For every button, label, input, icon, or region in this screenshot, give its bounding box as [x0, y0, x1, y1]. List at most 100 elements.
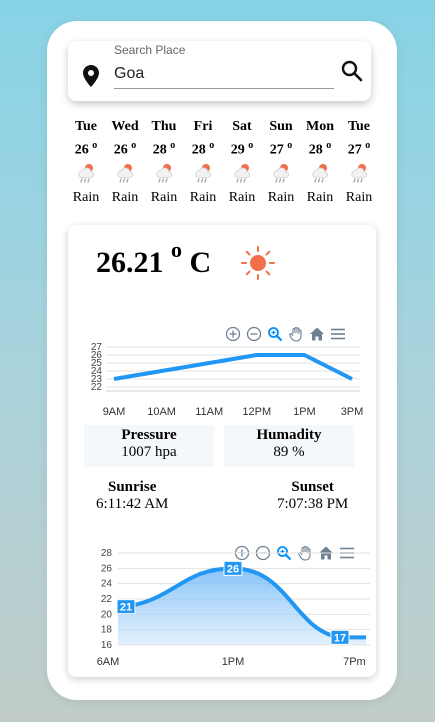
daily-temperature-chart: 16 18 20 22 24 26 28 21 26 17 6AM 1PM 7Pm	[97, 548, 370, 668]
forecast-day: Sun 27 o Rain	[261, 117, 301, 207]
reset-home-icon[interactable]	[308, 325, 326, 343]
data-label: 17	[334, 632, 346, 644]
forecast-day-desc: Rain	[189, 190, 217, 205]
x-tick-label: 11AM	[195, 406, 223, 418]
data-label: 21	[120, 602, 132, 614]
forecast-day-desc: Rain	[72, 190, 100, 205]
forecast-day-desc: Rain	[150, 190, 178, 205]
forecast-day-temp: 28 o	[152, 140, 176, 158]
forecast-day-desc: Rain	[345, 190, 373, 205]
forecast-day-name: Thu	[151, 119, 177, 134]
forecast-day-name: Sat	[232, 119, 252, 134]
forecast-day-desc: Rain	[267, 190, 295, 205]
forecast-day: Fri 28 o Rain	[183, 117, 223, 207]
forecast-day: Mon 28 o Rain	[300, 117, 340, 207]
search-input[interactable]	[114, 59, 334, 89]
forecast-day: Tue 27 o Rain	[339, 117, 379, 207]
zoom-out-icon[interactable]	[245, 325, 263, 343]
forecast-day-temp: 27 o	[347, 140, 371, 158]
sunset-value: 7:07:38 PM	[277, 496, 349, 512]
sunset-label: Sunset	[291, 479, 334, 495]
forecast-day-desc: Rain	[306, 190, 334, 205]
y-tick-label: 26	[101, 563, 113, 574]
pressure-value: 1007 hpa	[121, 444, 177, 460]
current-weather-card: 26.21 o C 22 23 24 25 26 27 9AM 10AM 11AM 12PM 1PM…	[68, 225, 376, 677]
rain-cloud-icon	[66, 155, 106, 189]
data-label-box	[330, 629, 350, 645]
forecast-day-temp: 26 o	[74, 140, 98, 158]
rain-cloud-icon	[300, 155, 340, 189]
weekly-forecast: Tue 26 o Rain Wed 26 o Rain Thu 28 o Rain Fri 28 o…	[67, 117, 381, 207]
rain-cloud-icon	[339, 155, 379, 189]
forecast-day-name: Tue	[74, 119, 98, 134]
pan-hand-icon[interactable]	[287, 325, 305, 343]
humidity-box: Humadity 89 %	[224, 425, 354, 467]
pressure-box: Pressure 1007 hpa	[84, 425, 214, 467]
search-icon[interactable]	[340, 59, 364, 83]
y-tick-label: 16	[101, 640, 113, 651]
forecast-day-temp: 27 o	[269, 140, 293, 158]
forecast-day-name: Fri	[193, 119, 213, 134]
sunrise-value: 6:11:42 AM	[96, 496, 169, 512]
y-tick-label: 28	[101, 548, 113, 559]
selection-zoom-icon[interactable]	[275, 544, 293, 562]
forecast-day: Sat 29 o Rain	[222, 117, 262, 207]
rain-cloud-icon	[261, 155, 301, 189]
forecast-day-desc: Rain	[111, 190, 139, 205]
series-area	[118, 568, 366, 645]
forecast-day-name: Sun	[269, 119, 293, 134]
series-line	[113, 353, 353, 381]
zoom-in-icon[interactable]	[224, 325, 242, 343]
forecast-day-temp: 26 o	[113, 140, 137, 158]
sunrise-label: Sunrise	[108, 479, 157, 495]
selection-zoom-icon[interactable]	[266, 325, 284, 343]
data-label-box	[116, 599, 136, 615]
y-tick-label: 18	[101, 625, 113, 636]
y-tick-label: 23	[91, 374, 103, 385]
humidity-label: Humadity	[256, 427, 322, 443]
y-tick-label: 22	[91, 382, 103, 393]
y-tick-label: 25	[91, 358, 103, 369]
y-tick-label: 24	[91, 366, 103, 377]
app-container: Search Place Tue 26 o Rain Wed 26 o Rain Thu 28…	[47, 21, 397, 700]
x-tick-label: 6AM	[97, 656, 120, 668]
y-tick-label: 22	[101, 594, 113, 605]
rain-cloud-icon	[144, 155, 184, 189]
pressure-label: Pressure	[121, 427, 177, 443]
rain-cloud-icon	[222, 155, 262, 189]
forecast-day-temp: 28 o	[191, 140, 215, 158]
y-tick-label: 24	[101, 579, 113, 590]
x-tick-label: 10AM	[147, 406, 176, 418]
x-tick-label: 1PM	[293, 406, 316, 418]
y-tick-label: 20	[101, 609, 113, 620]
forecast-day: Tue 26 o Rain	[66, 117, 106, 207]
chart1-toolbar	[224, 325, 347, 343]
humidity-value: 89 %	[273, 444, 305, 460]
sunset-block: Sunset 7:07:38 PM	[277, 479, 348, 513]
rain-cloud-icon	[183, 155, 223, 189]
x-tick-label: 3PM	[341, 406, 364, 418]
y-tick-label: 26	[91, 350, 103, 361]
forecast-day-name: Wed	[111, 119, 139, 134]
forecast-day-name: Mon	[306, 119, 334, 134]
data-label-box	[223, 560, 243, 576]
x-tick-label: 7Pm	[343, 656, 366, 668]
menu-icon[interactable]	[329, 325, 347, 343]
forecast-day-temp: 28 o	[308, 140, 332, 158]
y-tick-label: 27	[91, 343, 103, 353]
search-label: Search Place	[114, 43, 186, 57]
sun-icon	[241, 246, 275, 280]
pan-hand-icon[interactable]	[296, 544, 314, 562]
forecast-day-name: Tue	[347, 119, 371, 134]
forecast-day-temp: 29 o	[230, 140, 254, 158]
x-tick-label: 12PM	[242, 406, 271, 418]
current-temperature: 26.21 o C	[96, 237, 212, 279]
data-label: 26	[227, 563, 239, 575]
search-card: Search Place	[68, 41, 371, 101]
rain-cloud-icon	[105, 155, 145, 189]
forecast-day-desc: Rain	[228, 190, 256, 205]
forecast-day: Wed 26 o Rain	[105, 117, 145, 207]
x-tick-label: 1PM	[222, 656, 245, 668]
location-pin-icon	[83, 65, 99, 87]
